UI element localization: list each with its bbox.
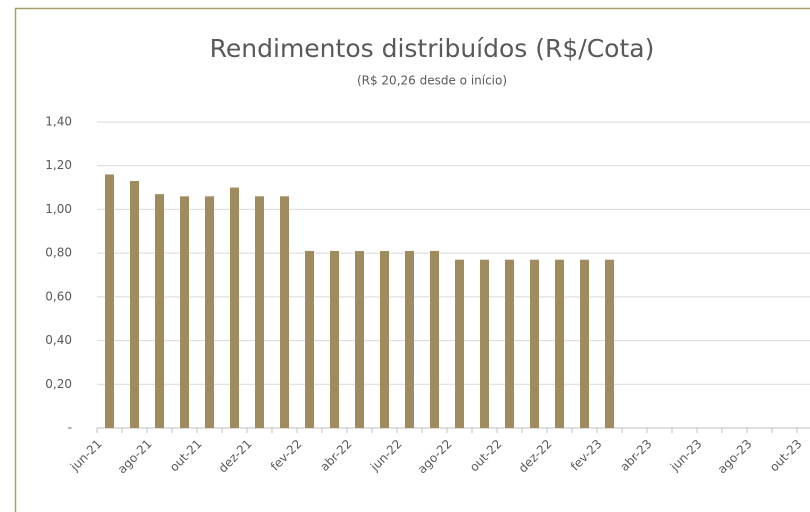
bar (280, 196, 289, 428)
bar (130, 181, 139, 428)
y-tick-label: 1,40 (45, 115, 72, 129)
bar (255, 196, 264, 428)
bar (480, 259, 489, 428)
bar (180, 196, 189, 428)
bar (505, 259, 514, 428)
bar (380, 250, 389, 428)
bar (305, 250, 314, 428)
y-tick-label: 0,40 (45, 333, 72, 347)
bar (580, 259, 589, 428)
y-tick-label: 0,60 (45, 289, 72, 303)
bar (205, 196, 214, 428)
bar (430, 250, 439, 428)
y-tick-label: 0,80 (45, 246, 72, 260)
bar (230, 187, 239, 428)
bar (355, 250, 364, 428)
chart-title: Rendimentos distribuídos (R$/Cota) (210, 34, 655, 63)
y-tick-label: 0,20 (45, 377, 72, 391)
chart-subtitle: (R$ 20,26 desde o início) (357, 74, 507, 88)
bar (605, 259, 614, 428)
bar (555, 259, 564, 428)
bar (330, 250, 339, 428)
bar (405, 250, 414, 428)
bar (530, 259, 539, 428)
bar (155, 194, 164, 428)
bar (455, 259, 464, 428)
y-tick-label: 1,20 (45, 158, 72, 172)
y-tick-label: - (68, 421, 72, 435)
bar (105, 174, 114, 428)
y-tick-label: 1,00 (45, 202, 72, 216)
